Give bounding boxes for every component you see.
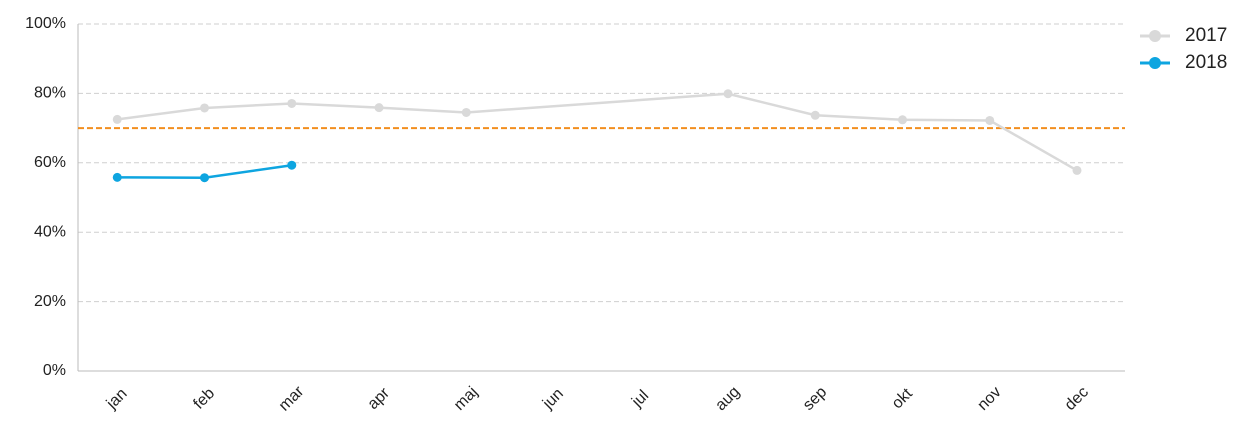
y-tick-label: 80%	[34, 85, 66, 102]
x-tick-label: jul	[628, 387, 652, 411]
line	[117, 92, 1078, 172]
x-tick-label: apr	[365, 384, 394, 413]
point	[287, 98, 297, 108]
x-tick-label: sep	[800, 384, 830, 414]
y-tick-label: 0%	[43, 362, 66, 379]
point	[723, 89, 733, 99]
legend-label: 2018	[1185, 52, 1227, 73]
legend-marker	[1149, 30, 1161, 42]
x-tick-label: aug	[712, 383, 743, 414]
point	[200, 173, 210, 183]
x-tick-label: maj	[451, 384, 481, 414]
x-tick-label: jan	[103, 385, 131, 413]
point	[112, 114, 122, 124]
x-tick-label: dec	[1062, 384, 1092, 414]
series	[112, 89, 1082, 175]
x-tick-label: mar	[276, 383, 308, 415]
x-tick-label: okt	[889, 385, 917, 413]
point	[1072, 165, 1082, 175]
point	[461, 107, 471, 117]
y-tick-label: 20%	[34, 293, 66, 310]
legend-marker	[1149, 57, 1161, 69]
y-tick-label: 60%	[34, 154, 66, 171]
x-tick-label: nov	[974, 384, 1004, 414]
point	[985, 115, 995, 125]
x-tick-label: feb	[190, 385, 218, 413]
gap-connector	[466, 92, 729, 114]
point	[810, 110, 820, 120]
legend-label: 2017	[1185, 25, 1227, 46]
point	[112, 172, 122, 182]
point	[200, 103, 210, 113]
y-tick-label: 40%	[34, 223, 66, 240]
point	[374, 103, 384, 113]
x-tick-label: jun	[539, 385, 567, 413]
point	[898, 115, 908, 125]
y-tick-label: 100%	[25, 15, 66, 32]
point	[287, 160, 297, 170]
series	[112, 160, 297, 183]
